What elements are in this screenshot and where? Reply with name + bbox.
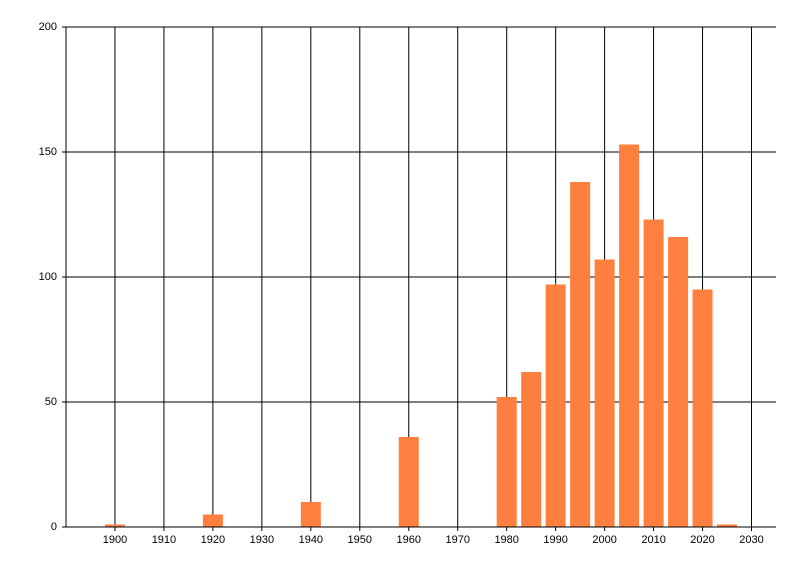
- bar: [398, 437, 419, 527]
- y-tick-label: 200: [39, 21, 57, 33]
- bar: [643, 219, 664, 527]
- bar: [570, 182, 591, 527]
- bar: [496, 397, 517, 527]
- y-tick-label: 150: [39, 146, 57, 158]
- x-tick-label: 2010: [641, 534, 665, 546]
- y-tick-label: 100: [39, 271, 57, 283]
- y-tick-label: 50: [45, 396, 57, 408]
- x-tick-label: 2020: [690, 534, 714, 546]
- x-tick-label: 1970: [445, 534, 469, 546]
- y-tick-label: 0: [51, 521, 57, 533]
- bar: [668, 237, 689, 527]
- x-tick-label: 1990: [543, 534, 567, 546]
- bar: [594, 259, 615, 527]
- bar: [104, 524, 125, 527]
- bar: [717, 524, 738, 527]
- x-tick-label: 1930: [250, 534, 274, 546]
- x-tick-label: 1900: [103, 534, 127, 546]
- x-tick-label: 1920: [201, 534, 225, 546]
- x-tick-label: 1980: [494, 534, 518, 546]
- bar: [545, 284, 566, 527]
- x-tick-label: 1950: [348, 534, 372, 546]
- bar: [521, 372, 542, 527]
- x-tick-label: 1910: [152, 534, 176, 546]
- bar: [202, 514, 223, 527]
- x-tick-label: 2000: [592, 534, 616, 546]
- bar: [692, 289, 713, 527]
- x-tick-label: 1960: [397, 534, 421, 546]
- x-tick-label: 2030: [739, 534, 763, 546]
- bar: [300, 502, 321, 527]
- x-tick-label: 1940: [299, 534, 323, 546]
- bar: [619, 144, 640, 527]
